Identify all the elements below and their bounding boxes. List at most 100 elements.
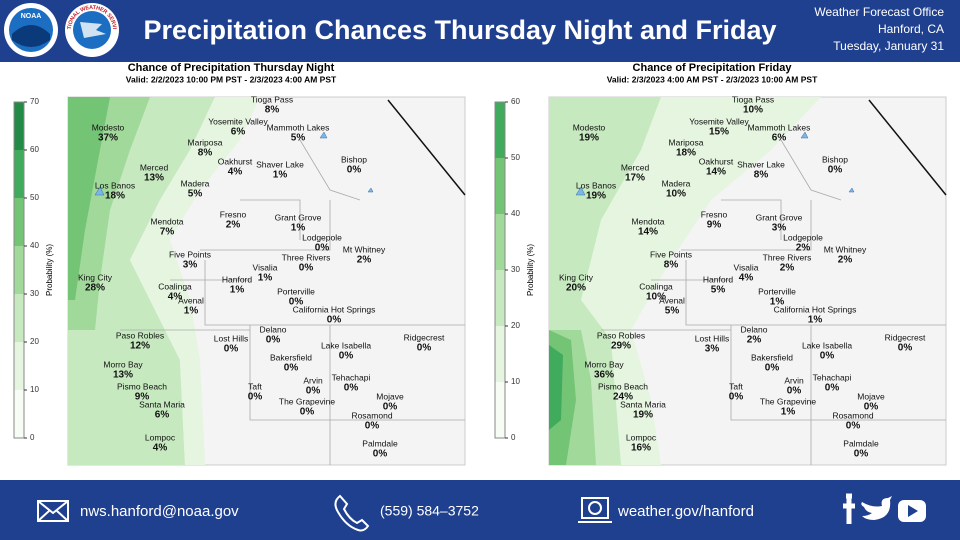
station-name: Fresno <box>701 209 728 219</box>
station-name: Modesto <box>573 122 606 132</box>
station-value: 10% <box>666 189 686 200</box>
station-value: 0% <box>898 343 913 354</box>
station-name: California Hot Springs <box>293 304 376 314</box>
station-name: Rosamond <box>832 410 873 420</box>
lake <box>575 131 855 196</box>
station-value: 4% <box>168 292 183 303</box>
station-value: 0% <box>248 392 263 403</box>
station-value: 18% <box>676 148 696 159</box>
station-name: Taft <box>248 381 262 391</box>
colorbar-frame <box>13 101 25 439</box>
station-name: King City <box>78 272 113 282</box>
station-value: 15% <box>709 127 729 138</box>
office-line: Weather Forecast Office <box>814 5 944 19</box>
station-value: 20% <box>566 283 586 294</box>
station-name: Merced <box>140 162 169 172</box>
station-name: Mt Whitney <box>824 244 867 254</box>
station-value: 0% <box>825 383 840 394</box>
state-border <box>868 99 947 196</box>
station-value: 0% <box>327 315 342 326</box>
station-name: Bakersfield <box>751 352 793 362</box>
station-name: Lodgepole <box>783 232 823 242</box>
station-value: 19% <box>579 133 599 144</box>
station-name: Oakhurst <box>699 156 734 166</box>
colorbar-segment <box>495 214 505 270</box>
station-name: Arvin <box>784 375 804 385</box>
station-name: Mammoth Lakes <box>748 122 811 132</box>
station-value: 1% <box>273 170 288 181</box>
station-name: Coalinga <box>158 281 192 291</box>
map-valid: Valid: 2/2/2023 10:00 PM PST - 2/3/2023 … <box>126 74 337 84</box>
station-name: Lodgepole <box>302 232 342 242</box>
colorbar-segment <box>14 294 24 342</box>
station-value: 5% <box>665 306 680 317</box>
email-icon <box>37 500 69 522</box>
station-name: Lake Isabella <box>321 340 371 350</box>
colorbar-segment <box>14 102 24 150</box>
station-value: 8% <box>754 170 769 181</box>
colorbar-segment <box>14 150 24 198</box>
station-value: 0% <box>787 386 802 397</box>
station-name: Mojave <box>376 391 404 401</box>
colorbar-segment <box>495 382 505 438</box>
station-value: 3% <box>705 344 720 355</box>
station-name: Porterville <box>758 286 796 296</box>
station-name: Mendota <box>631 216 664 226</box>
station-name: Oakhurst <box>218 156 253 166</box>
station-value: 0% <box>417 343 432 354</box>
colorbar-tick-label: 40 <box>511 209 520 218</box>
station-value: 6% <box>772 133 787 144</box>
station-name: Shaver Lake <box>737 159 785 169</box>
station-value: 3% <box>183 260 198 271</box>
station-name: Hanford <box>222 274 253 284</box>
station-name: King City <box>559 272 594 282</box>
station-value: 5% <box>188 189 203 200</box>
header-bar <box>0 0 960 62</box>
county-lines <box>120 139 465 465</box>
station-name: Mendota <box>150 216 183 226</box>
station-name: Rosamond <box>351 410 392 420</box>
colorbar-tick-label: 10 <box>511 377 520 386</box>
colorbar-tick-label: 70 <box>30 97 39 106</box>
colorbar-segment <box>14 198 24 246</box>
station-name: Pismo Beach <box>117 381 167 391</box>
maps: Chance of Precipitation Thursday NightVa… <box>13 62 947 466</box>
station-name: Lake Isabella <box>802 340 852 350</box>
colorbar-tick-label: 60 <box>511 97 520 106</box>
station-name: Modesto <box>92 122 125 132</box>
station-value: 19% <box>586 191 606 202</box>
colorbar-tick-label: 50 <box>511 153 520 162</box>
station-name: Grant Grove <box>756 212 803 222</box>
noaa-logo-text: NOAA <box>21 13 42 20</box>
station-name: The Grapevine <box>760 396 816 406</box>
colorbar-label: Probability (%) <box>526 244 535 296</box>
station-value: 4% <box>739 273 754 284</box>
station-name: Paso Robles <box>116 330 164 340</box>
station-name: Merced <box>621 162 650 172</box>
precip-shading <box>549 345 563 430</box>
header-title: Precipitation Chances Thursday Night and… <box>143 15 776 45</box>
station-value: 18% <box>105 191 125 202</box>
colorbar-tick-label: 0 <box>511 433 516 442</box>
station-name: Five Points <box>169 249 211 259</box>
station-name: Los Banos <box>576 180 616 190</box>
station-value: 13% <box>144 173 164 184</box>
footer-email: nws.hanford@noaa.gov <box>80 503 239 520</box>
station-name: Avenal <box>659 295 685 305</box>
station-name: Palmdale <box>843 438 879 448</box>
station-value: 0% <box>315 243 330 254</box>
station-value: 8% <box>198 148 213 159</box>
map-title: Chance of Precipitation Friday <box>633 62 793 74</box>
footer-bar <box>0 480 960 540</box>
station-value: 0% <box>373 449 388 460</box>
station-value: 7% <box>160 227 175 238</box>
station-name: Yosemite Valley <box>689 116 749 126</box>
station-name: Delano <box>260 324 287 334</box>
station-value: 0% <box>820 351 835 362</box>
station-value: 37% <box>98 133 118 144</box>
station-name: Tioga Pass <box>732 94 774 104</box>
station-name: Fresno <box>220 209 247 219</box>
station-value: 4% <box>228 167 243 178</box>
county-lines <box>601 139 946 465</box>
colorbar-tick-label: 10 <box>30 385 39 394</box>
